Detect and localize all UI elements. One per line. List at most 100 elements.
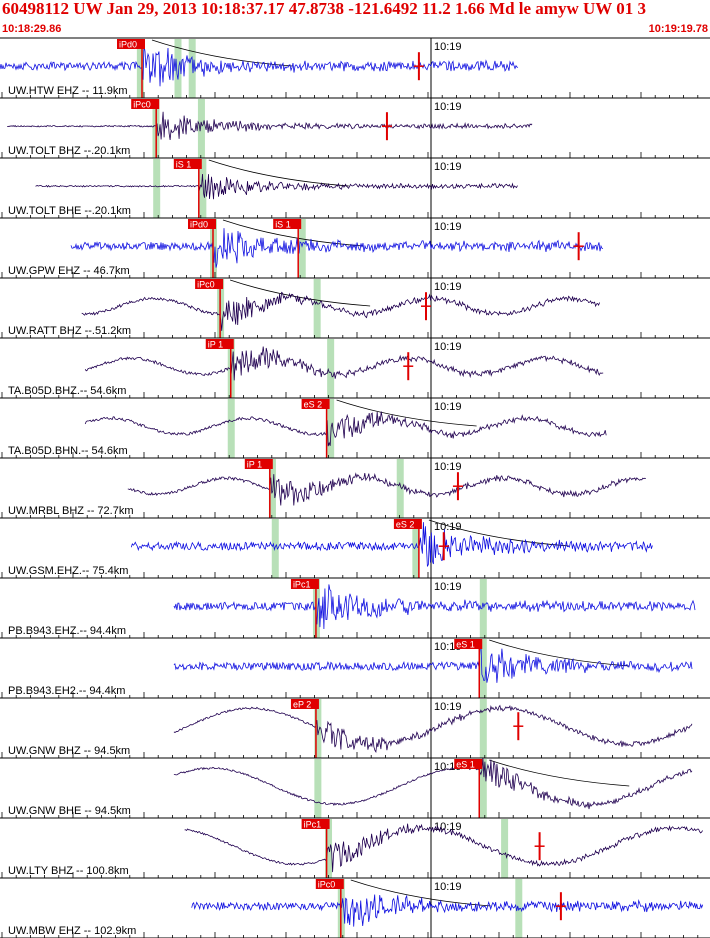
pick-window	[412, 519, 420, 578]
station-label: TA.B05D.BHN.-- 54.6km	[8, 445, 128, 457]
waveform-trace	[130, 522, 653, 567]
station-label: PB.B943.EHZ.-- 94.4km	[8, 625, 126, 637]
pick-window	[199, 159, 207, 218]
station-label: UW.RATT BHZ --.51.2km	[8, 325, 131, 337]
pick-window	[327, 339, 335, 398]
pick-box	[315, 879, 344, 889]
pick-label: iPd0	[119, 40, 137, 50]
waveform-trace	[127, 472, 646, 506]
minute-label: 10:19	[434, 461, 462, 473]
pick-label: eS 1	[456, 760, 475, 770]
station-label: UW.TOLT BHE --.20.1km	[8, 205, 131, 217]
waveform-trace	[84, 411, 607, 447]
pick-label: eS 2	[396, 520, 415, 530]
station-label: PB.B943.EH2.-- 94.4km	[8, 685, 125, 697]
pick-window	[271, 519, 279, 578]
pick-window	[479, 579, 487, 638]
pick-box	[393, 519, 422, 529]
pick-window	[188, 39, 196, 98]
waveform-trace	[84, 346, 604, 381]
minute-label: 10:19	[434, 401, 462, 413]
pick-label: iP 1	[247, 460, 262, 470]
pick-box	[188, 219, 216, 229]
station-label: TA.B05D.BHZ.-- 54.6km	[8, 385, 126, 397]
pick-window	[153, 159, 161, 218]
travel-time-curve	[489, 639, 630, 667]
station-label: UW.MRBL BHZ -- 72.7km	[8, 505, 134, 517]
minute-label: 10:19	[434, 281, 462, 293]
travel-time-curve	[350, 879, 491, 907]
waveform-trace	[7, 111, 533, 140]
waveform-trace	[81, 291, 600, 331]
travel-time-curve	[336, 399, 477, 427]
travel-time-curve	[222, 219, 364, 247]
station-label: UW.GPW EHZ -- 46.7km	[8, 265, 130, 277]
pick-window	[314, 699, 322, 758]
pick-window	[313, 279, 321, 338]
pick-window	[197, 99, 205, 158]
pick-box	[301, 819, 330, 829]
minute-label: 10:19	[434, 881, 462, 893]
event-title: 60498112 UW Jan 29, 2013 10:18:37.17 47.…	[2, 0, 646, 18]
pick-window	[327, 399, 335, 458]
waveform-trace	[173, 758, 693, 810]
minute-label: 10:19	[434, 581, 462, 593]
pick-box	[117, 39, 145, 49]
pick-window	[136, 39, 144, 98]
pick-label: iPd0	[190, 220, 208, 230]
waveform-trace	[173, 641, 693, 683]
station-label: UW.GNW BHE -- 94.5km	[8, 805, 131, 817]
pick-window	[396, 459, 404, 518]
pick-box	[205, 339, 234, 349]
minute-label: 10:19	[434, 701, 462, 713]
minute-label: 10:19	[434, 221, 462, 233]
travel-time-curve	[489, 759, 630, 787]
pick-label: iPc0	[197, 280, 215, 290]
pick-window	[268, 459, 276, 518]
plot-header: 60498112 UW Jan 29, 2013 10:18:37.17 47.…	[0, 0, 710, 38]
station-label: UW.HTW EHZ -- 11.9km	[8, 85, 128, 97]
pick-box	[195, 279, 224, 289]
station-label: UW.MBW EHZ -- 102.9km	[8, 925, 136, 937]
end-time: 10:19:19.78	[648, 23, 708, 35]
pick-window	[298, 219, 306, 278]
pick-label: iPc1	[304, 820, 322, 830]
pick-label: eS 2	[304, 400, 323, 410]
pick-window	[479, 759, 487, 818]
minute-label: 10:19	[434, 161, 462, 173]
pick-label: iPc1	[293, 580, 311, 590]
waveform-trace	[184, 823, 703, 873]
station-label: UW.GNW BHZ -- 94.5km	[8, 745, 130, 757]
waveform-trace	[0, 45, 519, 87]
waveform-trace	[173, 704, 693, 753]
pick-label-secondary: iS 1	[275, 220, 291, 230]
pick-box	[131, 99, 160, 109]
travel-time-curve	[208, 159, 349, 187]
pick-box	[290, 699, 319, 709]
station-label: UW.GSM.EHZ.-- 75.4km	[8, 565, 128, 577]
pick-label: eS 1	[456, 640, 475, 650]
waveform-trace	[70, 228, 604, 268]
pick-window	[174, 39, 182, 98]
pick-window	[227, 399, 235, 458]
pick-window	[501, 819, 509, 878]
pick-label: iS 1	[176, 160, 192, 170]
minute-label: 10:19	[434, 41, 462, 53]
pick-box	[301, 399, 330, 409]
pick-window	[479, 639, 487, 698]
pick-label: iP 1	[208, 340, 223, 350]
pick-window	[314, 759, 322, 818]
waveform-trace	[35, 173, 518, 200]
pick-box	[244, 459, 273, 469]
pick-box-secondary	[273, 219, 302, 229]
travel-time-curve	[428, 519, 569, 547]
minute-label: 10:19	[434, 341, 462, 353]
pick-box	[454, 639, 483, 649]
waveform-trace	[173, 584, 696, 630]
minute-label: 10:19	[434, 101, 462, 113]
pick-box	[173, 159, 202, 169]
pick-window	[515, 879, 523, 938]
pick-label: iPc0	[133, 100, 151, 110]
start-time: 10:18:29.86	[2, 23, 62, 35]
